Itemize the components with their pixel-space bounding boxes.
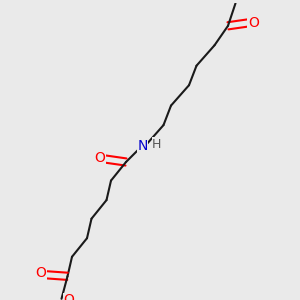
Text: O: O	[36, 266, 46, 280]
Text: O: O	[248, 16, 259, 30]
Text: OH: OH	[226, 0, 245, 2]
Text: H: H	[152, 137, 162, 151]
Text: N: N	[137, 139, 148, 152]
Text: O: O	[64, 293, 74, 300]
Text: O: O	[94, 151, 105, 164]
